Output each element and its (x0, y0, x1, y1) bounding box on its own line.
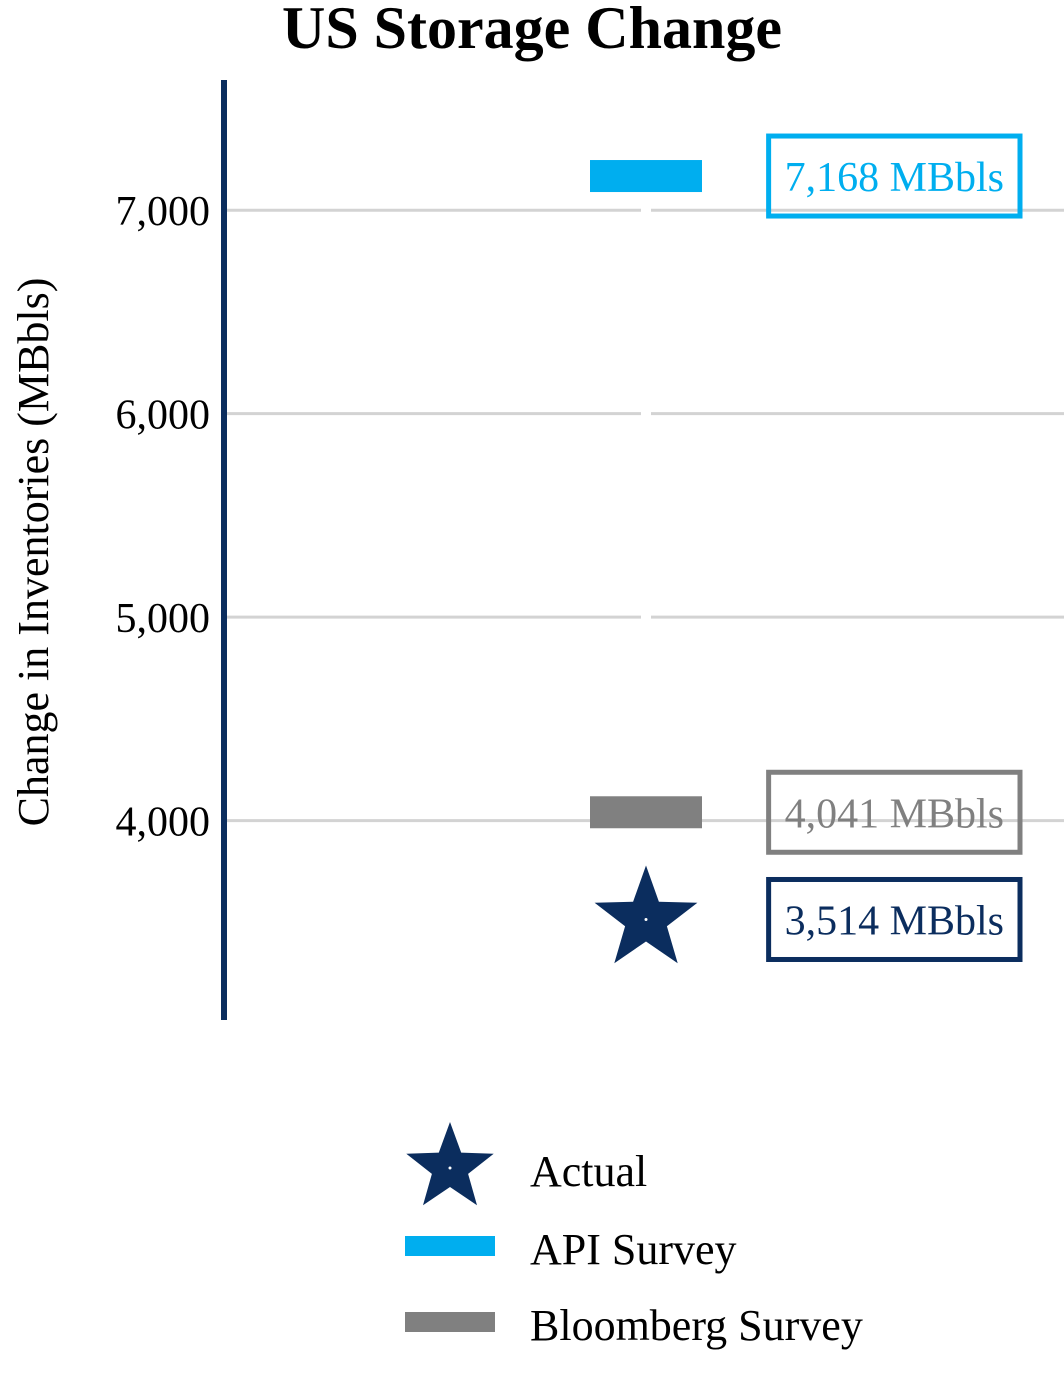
grid-layer (224, 208, 1064, 823)
data-label-layer: 3,514 MBbls 7,168 MBbls 4,041 MBbls (766, 133, 1023, 962)
actual-star-marker (594, 865, 698, 964)
marker-center-dot (644, 917, 648, 921)
legend: Actual API Survey Bloomberg Survey (405, 1122, 863, 1350)
api-survey-value-label: 7,168 MBbls (785, 155, 1004, 201)
legend-api-survey-swatch (405, 1236, 495, 1256)
legend-star-icon (406, 1122, 494, 1206)
api-survey-label-box (766, 133, 1023, 219)
actual-label-box (766, 876, 1023, 962)
legend-label: API Survey (530, 1225, 737, 1274)
api-survey-bar-marker (590, 160, 702, 193)
actual-value-label: 3,514 MBbls (785, 898, 1004, 944)
bloomberg-survey-value-label: 4,041 MBbls (785, 791, 1004, 837)
legend-bloomberg-survey-swatch (405, 1312, 495, 1332)
y-tick-label: 6,000 (116, 393, 211, 439)
y-tick-label: 4,000 (116, 800, 211, 846)
bloomberg-survey-bar-marker (590, 796, 702, 829)
chart-title: US Storage Change (282, 0, 782, 61)
y-tick-label: 7,000 (116, 189, 211, 235)
legend-label: Actual (530, 1147, 647, 1196)
legend-label: Bloomberg Survey (530, 1301, 863, 1350)
y-tick-label: 5,000 (116, 596, 211, 642)
y-tick-layer: 4,000 5,000 6,000 7,000 (116, 189, 211, 845)
bloomberg-survey-label-box (766, 769, 1023, 855)
legend-star-center-dot (448, 1166, 452, 1170)
mark-layer (590, 160, 702, 964)
y-axis-label: Change in Inventories (MBbls) (9, 278, 58, 827)
